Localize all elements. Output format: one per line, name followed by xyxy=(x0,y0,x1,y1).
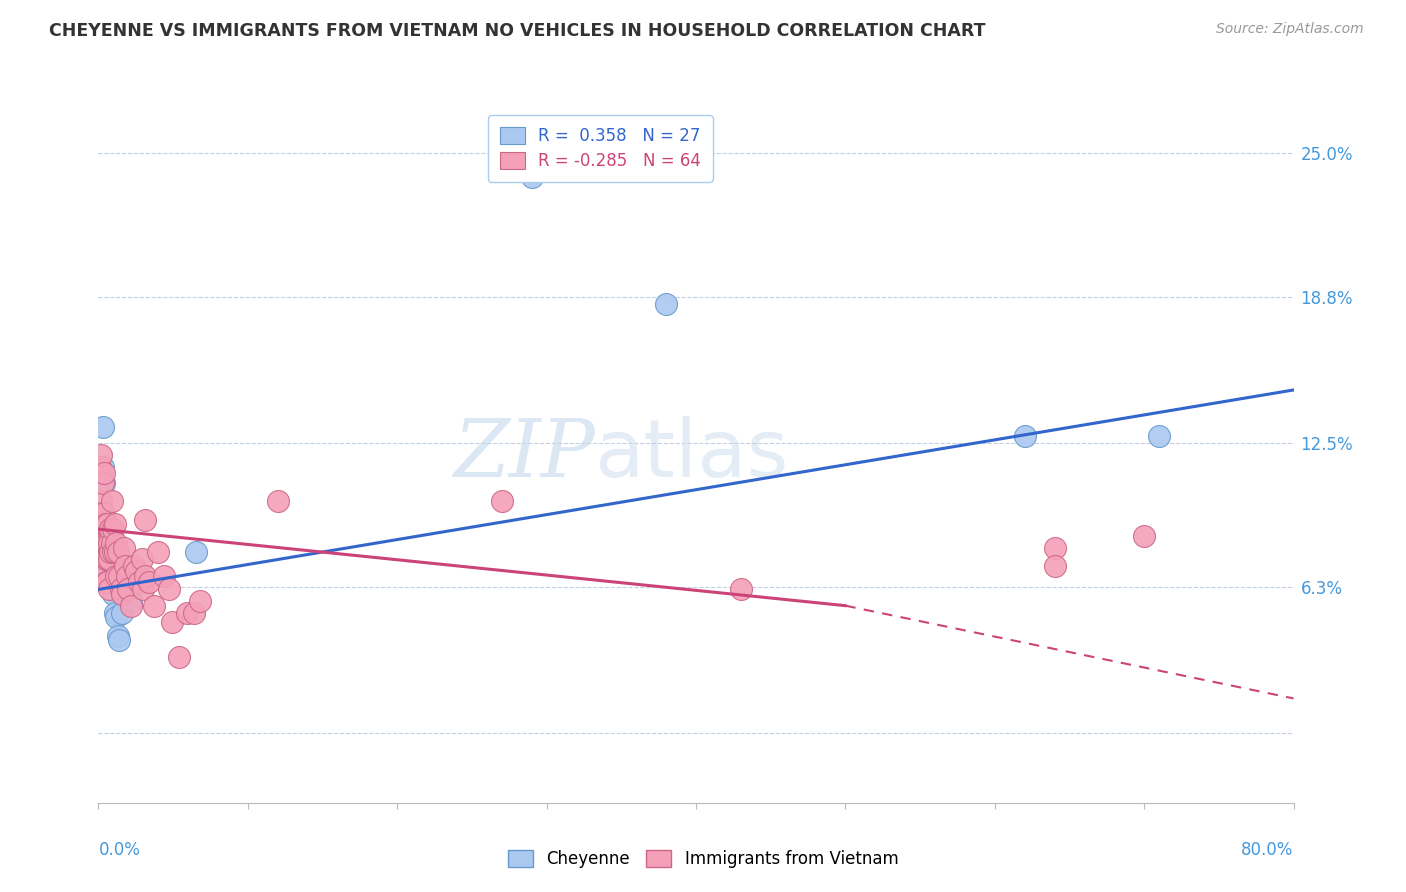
Point xyxy=(101,559,124,574)
Point xyxy=(94,517,117,532)
Point xyxy=(157,582,180,597)
Point xyxy=(107,545,129,559)
Point xyxy=(93,467,115,481)
Point xyxy=(267,494,290,508)
Point xyxy=(142,599,165,613)
Point xyxy=(730,582,752,597)
Point xyxy=(125,564,148,578)
Point xyxy=(128,575,150,590)
Point xyxy=(96,575,118,590)
Point xyxy=(104,606,127,620)
Legend: Cheyenne, Immigrants from Vietnam: Cheyenne, Immigrants from Vietnam xyxy=(501,843,905,875)
Point xyxy=(96,568,118,582)
Point xyxy=(1043,541,1066,555)
Point xyxy=(90,506,112,520)
Point xyxy=(112,541,135,555)
Point xyxy=(160,615,183,629)
Point xyxy=(89,517,111,532)
Point xyxy=(108,568,131,582)
Text: 0.0%: 0.0% xyxy=(98,841,141,859)
Point xyxy=(101,559,124,574)
Point xyxy=(1133,529,1156,543)
Point xyxy=(184,545,207,559)
Point xyxy=(117,582,139,597)
Point xyxy=(105,568,128,582)
Point xyxy=(91,506,114,520)
Point xyxy=(96,517,118,532)
Text: CHEYENNE VS IMMIGRANTS FROM VIETNAM NO VEHICLES IN HOUSEHOLD CORRELATION CHART: CHEYENNE VS IMMIGRANTS FROM VIETNAM NO V… xyxy=(49,22,986,40)
Point xyxy=(491,494,513,508)
Point xyxy=(101,494,124,508)
Point xyxy=(93,475,115,490)
Point xyxy=(124,559,146,574)
Point xyxy=(132,582,155,597)
Point xyxy=(91,536,114,550)
Point xyxy=(90,494,112,508)
Point xyxy=(176,606,198,620)
Point xyxy=(107,629,129,643)
Point xyxy=(153,568,176,582)
Point xyxy=(94,559,117,574)
Point xyxy=(655,297,678,311)
Point xyxy=(103,522,125,536)
Point xyxy=(110,582,132,597)
Point xyxy=(100,522,122,536)
Point xyxy=(94,575,117,590)
Point xyxy=(91,420,114,434)
Point xyxy=(93,536,115,550)
Text: Source: ZipAtlas.com: Source: ZipAtlas.com xyxy=(1216,22,1364,37)
Point xyxy=(91,475,114,490)
Point xyxy=(100,545,122,559)
Point xyxy=(120,599,142,613)
Point xyxy=(120,594,142,608)
Point xyxy=(105,536,128,550)
Point xyxy=(114,559,136,574)
Point xyxy=(93,506,115,520)
Point xyxy=(97,536,120,550)
Point xyxy=(138,575,160,590)
Point xyxy=(1014,429,1036,443)
Point xyxy=(96,545,118,559)
Text: atlas: atlas xyxy=(595,416,789,494)
Point xyxy=(104,545,127,559)
Point xyxy=(1043,559,1066,574)
Point xyxy=(91,459,114,474)
Point xyxy=(89,459,111,474)
Point xyxy=(134,568,156,582)
Point xyxy=(520,169,543,184)
Legend: R =  0.358   N = 27, R = -0.285   N = 64: R = 0.358 N = 27, R = -0.285 N = 64 xyxy=(488,115,713,182)
Point xyxy=(167,649,190,664)
Point xyxy=(1147,429,1170,443)
Point xyxy=(93,564,115,578)
Point xyxy=(108,633,131,648)
Point xyxy=(101,536,124,550)
Point xyxy=(131,552,153,566)
Text: 80.0%: 80.0% xyxy=(1241,841,1294,859)
Point xyxy=(183,606,205,620)
Point xyxy=(94,545,117,559)
Point xyxy=(111,606,134,620)
Point xyxy=(134,513,156,527)
Point xyxy=(104,517,127,532)
Point xyxy=(105,610,128,624)
Point xyxy=(96,552,118,566)
Point xyxy=(103,587,125,601)
Point xyxy=(115,568,138,582)
Point xyxy=(90,448,112,462)
Text: ZIP: ZIP xyxy=(453,417,595,493)
Point xyxy=(97,575,120,590)
Point xyxy=(188,594,211,608)
Point xyxy=(94,552,117,566)
Point xyxy=(100,545,122,559)
Point xyxy=(94,536,117,550)
Point xyxy=(97,582,120,597)
Point xyxy=(93,522,115,536)
Point xyxy=(97,536,120,550)
Point xyxy=(103,545,125,559)
Point xyxy=(103,536,125,550)
Point xyxy=(96,536,118,550)
Point xyxy=(111,587,134,601)
Point xyxy=(97,552,120,566)
Point xyxy=(148,545,170,559)
